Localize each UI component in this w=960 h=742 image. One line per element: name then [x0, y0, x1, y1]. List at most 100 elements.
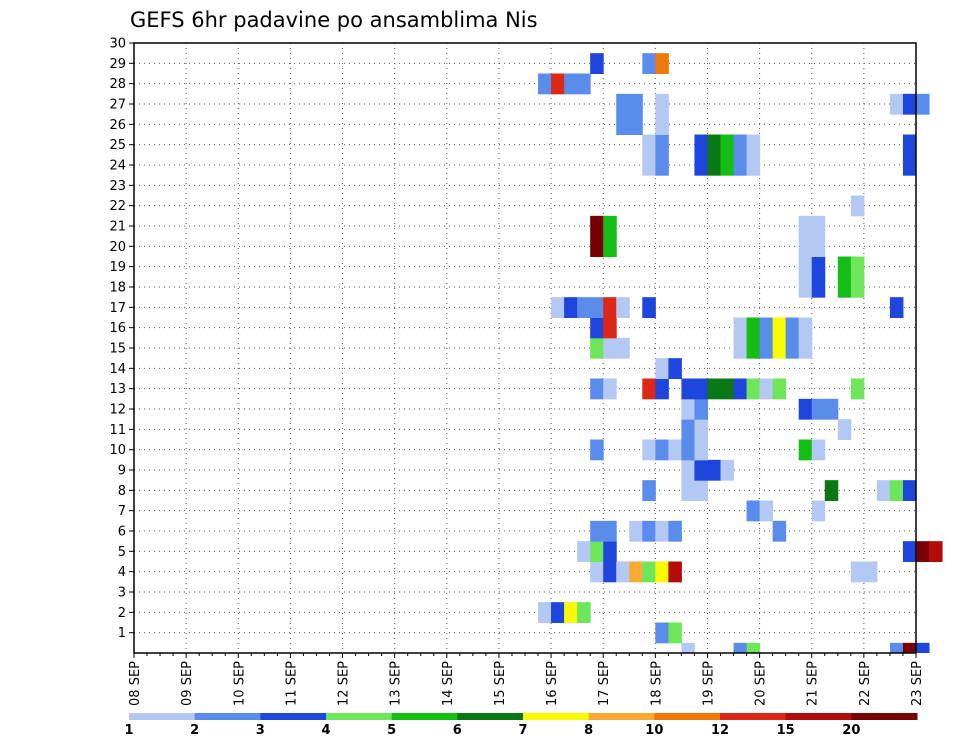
heatmap-cell — [603, 541, 617, 562]
y-tick-label: 9 — [118, 464, 126, 479]
heatmap-cell — [746, 378, 761, 400]
heatmap-cell — [902, 480, 917, 501]
x-tick-label: 18 SEP — [649, 661, 664, 706]
colorbar-tick-label: 2 — [190, 723, 199, 738]
heatmap-cell — [772, 337, 787, 359]
heatmap-cell — [590, 561, 604, 583]
y-tick-label: 16 — [109, 321, 126, 336]
colorbar-swatch — [785, 713, 852, 720]
heatmap-cell — [655, 154, 669, 176]
colorbar-swatch — [457, 713, 524, 720]
heatmap-cell — [902, 134, 917, 156]
heatmap-cell — [590, 378, 604, 400]
heatmap-cell — [694, 154, 708, 176]
heatmap-cell — [655, 520, 669, 542]
heatmap-cell — [616, 93, 630, 115]
colorbar-swatch — [588, 713, 655, 720]
heatmap-cell — [642, 439, 656, 461]
heatmap-cell — [655, 378, 669, 400]
heatmap-cell — [681, 642, 695, 653]
colorbar-swatch — [194, 713, 261, 720]
heatmap-cell — [798, 215, 813, 237]
x-tick-label: 12 SEP — [337, 661, 352, 706]
heatmap-cell — [733, 642, 748, 653]
heatmap-cell — [694, 439, 708, 461]
heatmap-cell — [876, 480, 891, 501]
heatmap-cell — [668, 358, 682, 379]
heatmap-cell — [746, 134, 761, 156]
heatmap-cell — [746, 500, 761, 522]
heatmap-cell — [863, 561, 878, 583]
heatmap-cell — [759, 378, 774, 400]
x-tick-label: 09 SEP — [180, 661, 195, 706]
y-axis: 1234567891011121314151617181920212223242… — [109, 37, 134, 641]
y-tick-label: 1 — [118, 626, 126, 641]
colorbar-swatch — [654, 713, 721, 720]
heatmap-cell — [642, 53, 656, 74]
x-tick-label: 22 SEP — [858, 661, 873, 706]
heatmap-cell — [889, 93, 904, 115]
heatmap-cell — [720, 154, 735, 176]
heatmap-cell — [590, 541, 604, 562]
colorbar-swatch — [720, 713, 787, 720]
y-tick-label: 17 — [109, 301, 126, 316]
heatmap-cell — [746, 154, 761, 176]
heatmap-cell — [551, 73, 565, 95]
heatmap-cell — [538, 73, 552, 95]
heatmap-cells — [538, 53, 943, 653]
heatmap-cell — [707, 154, 721, 176]
heatmap-cell — [785, 337, 800, 359]
heatmap-cell — [811, 276, 826, 298]
heatmap-cell — [668, 622, 682, 644]
y-tick-label: 22 — [109, 199, 126, 214]
colorbar: 1 2 3 4 5 6 7 8 10 12 15 20 — [124, 713, 918, 738]
heatmap-cell — [694, 134, 708, 156]
y-tick-label: 10 — [109, 443, 126, 458]
heatmap-cell — [590, 337, 604, 359]
heatmap-cell — [811, 236, 826, 257]
heatmap-cell — [642, 154, 656, 176]
x-tick-label: 13 SEP — [389, 661, 404, 706]
heatmap-cell — [577, 602, 591, 623]
heatmap-cell — [746, 337, 761, 359]
heatmap-cell — [577, 541, 591, 562]
heatmap-cell — [603, 297, 617, 318]
heatmap-cell — [564, 73, 578, 95]
heatmap-cell — [811, 215, 826, 237]
y-tick-label: 11 — [109, 423, 126, 438]
y-tick-label: 4 — [118, 565, 126, 580]
heatmap-cell — [681, 398, 695, 420]
heatmap-cell — [642, 134, 656, 156]
colorbar-tick-label: 15 — [777, 723, 795, 738]
heatmap-cell — [798, 398, 813, 420]
heatmap-cell — [811, 500, 826, 522]
colorbar-tick-label: 20 — [842, 723, 860, 738]
x-tick-label: 14 SEP — [441, 661, 456, 706]
heatmap-cell — [720, 459, 735, 481]
colorbar-swatch — [129, 713, 196, 720]
heatmap-cell — [681, 439, 695, 461]
heatmap-cell — [642, 297, 656, 318]
heatmap-cell — [837, 419, 852, 440]
heatmap-cell — [772, 520, 787, 542]
heatmap-cell — [694, 459, 708, 481]
heatmap-cell — [929, 541, 943, 562]
heatmap-cell — [798, 337, 813, 359]
colorbar-tick-label: 5 — [387, 723, 396, 738]
heatmap-cell — [850, 276, 865, 298]
heatmap-cell — [590, 215, 604, 237]
y-tick-label: 23 — [109, 179, 126, 194]
y-tick-label: 19 — [109, 260, 126, 275]
heatmap-cell — [707, 378, 721, 400]
heatmap-cell — [564, 297, 578, 318]
heatmap-cell — [850, 256, 865, 278]
heatmap-cell — [655, 439, 669, 461]
y-tick-label: 29 — [109, 57, 126, 72]
y-tick-label: 6 — [118, 525, 126, 540]
colorbar-swatch — [851, 713, 918, 720]
y-tick-label: 25 — [109, 138, 126, 153]
heatmap-cell — [850, 195, 865, 217]
heatmap-cell — [590, 53, 604, 74]
colorbar-tick-label: 12 — [711, 723, 729, 738]
heatmap-cell — [837, 276, 852, 298]
